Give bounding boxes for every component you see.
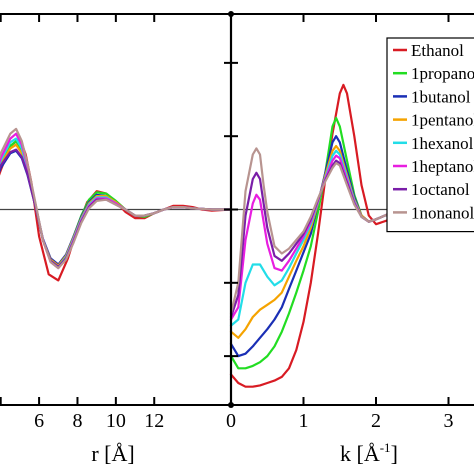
legend-box xyxy=(386,37,474,233)
series-line-1nonanol xyxy=(229,147,474,315)
legend-label-1hexanol: 1hexanol xyxy=(411,134,474,153)
right-x-axis-label-main: k [Å xyxy=(340,441,380,466)
legend-label-1pentanol: 1pentanol xyxy=(411,111,474,130)
x-tick-label: 3 xyxy=(444,410,454,432)
left-x-axis-label: r [Å] xyxy=(91,441,134,466)
legend-label-ethanol: Ethanol xyxy=(411,41,464,60)
axis-corner-marker xyxy=(228,11,234,17)
x-tick-label: 12 xyxy=(144,410,164,432)
legend-label-1octanol: 1octanol xyxy=(411,180,470,199)
legend-label-1propanol: 1propanol xyxy=(411,64,474,83)
right-x-axis-label-close: ] xyxy=(391,441,398,466)
legend-label-1heptanol: 1heptanol xyxy=(411,157,474,176)
x-tick-label: 10 xyxy=(106,410,126,432)
legend-label-1nonanol: 1nonanol xyxy=(411,203,474,222)
x-tick-label: 1 xyxy=(299,410,309,432)
right-x-axis-label-sup: -1 xyxy=(380,440,391,455)
axis-corner-marker xyxy=(228,402,234,408)
x-tick-label: 6 xyxy=(34,410,44,432)
right-x-axis-label: k [Å-1] xyxy=(340,440,398,466)
x-tick-label: 0 xyxy=(226,410,236,432)
left-panel: 6 8 10 12 xyxy=(0,14,233,432)
legend-label-1butanol: 1butanol xyxy=(411,87,471,106)
legend: Ethanol 1propanol 1butanol 1pentanol 1hexano… xyxy=(386,37,474,233)
series-line-1nonanol xyxy=(0,127,233,270)
x-tick-label: 8 xyxy=(72,410,82,432)
x-tick-label: 2 xyxy=(371,410,381,432)
